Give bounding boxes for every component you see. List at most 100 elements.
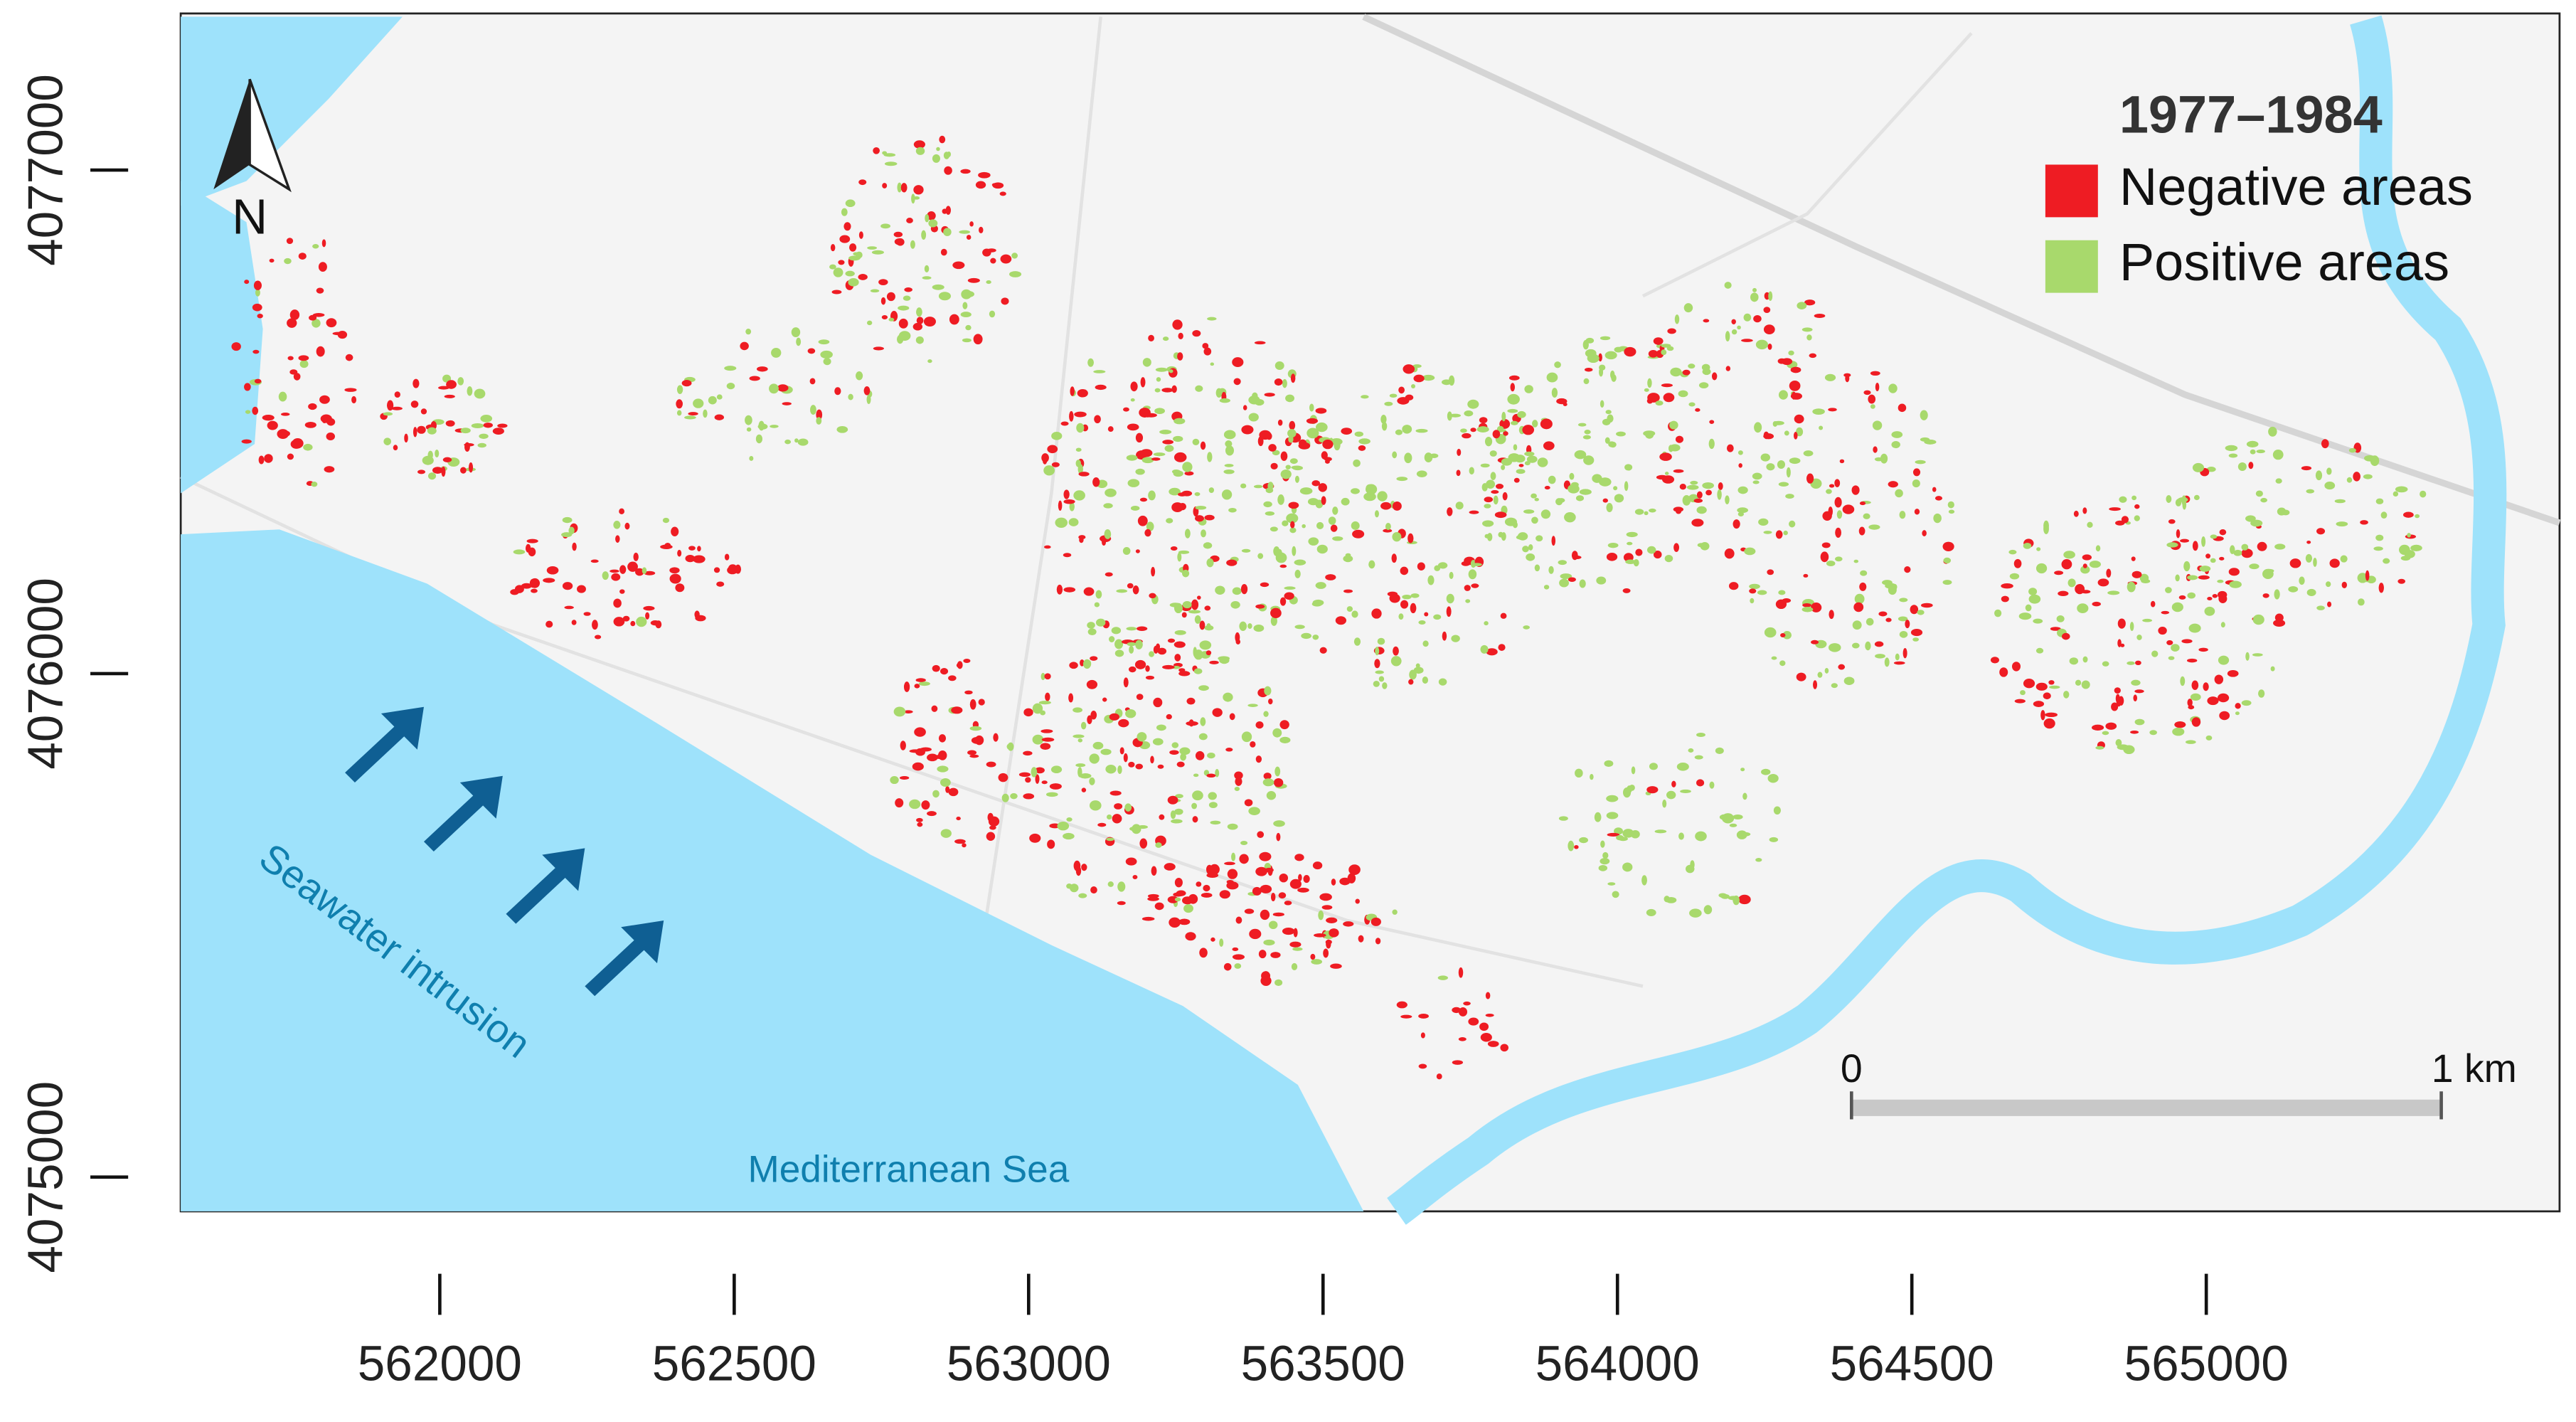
patch (932, 664, 940, 672)
arrow (345, 706, 424, 782)
patch (1134, 659, 1146, 669)
patch (1235, 777, 1242, 786)
patch (562, 516, 573, 524)
patch (1733, 895, 1740, 906)
patch (816, 409, 823, 420)
patch (2217, 693, 2230, 703)
patch (2306, 540, 2311, 544)
patch (2237, 462, 2247, 472)
patch (1902, 648, 1907, 659)
patch (681, 380, 692, 387)
patch (1040, 729, 1053, 733)
patch (1663, 393, 1675, 403)
patch (645, 612, 650, 620)
patch (1078, 893, 1087, 898)
patch (1544, 486, 1550, 490)
patch (457, 377, 464, 386)
patch (1274, 766, 1281, 777)
patch (1285, 465, 1291, 469)
patch (1225, 748, 1233, 752)
patch (1208, 802, 1218, 809)
patch (1316, 544, 1328, 554)
patch (1516, 469, 1526, 474)
patch (1921, 603, 1933, 608)
patch (1056, 584, 1063, 595)
patch (1135, 763, 1144, 770)
patch (1274, 378, 1283, 386)
patch (1206, 558, 1214, 568)
patch (1543, 441, 1555, 450)
patch (1465, 599, 1471, 603)
patch (940, 248, 947, 256)
patch (1069, 410, 1074, 422)
patch (526, 538, 538, 543)
patch (910, 240, 915, 249)
patch (1485, 1013, 1494, 1017)
patch (635, 568, 644, 576)
patch (1080, 721, 1087, 730)
patch (245, 410, 251, 414)
patch (1240, 583, 1248, 595)
patch (2217, 579, 2224, 583)
patch (1279, 873, 1288, 883)
patch (1843, 373, 1851, 378)
patch (1416, 470, 1427, 478)
patch (1123, 407, 1129, 412)
patch (1754, 422, 1762, 433)
patch (848, 278, 859, 287)
patch (2158, 626, 2167, 635)
patch (1144, 529, 1151, 537)
patch (1241, 425, 1254, 435)
patch (893, 706, 906, 717)
patch (1051, 432, 1063, 440)
patch (636, 616, 647, 627)
patch (613, 617, 625, 627)
patch (1294, 475, 1299, 483)
patch (1484, 497, 1494, 503)
patch (918, 681, 930, 686)
patch (1873, 446, 1878, 453)
patch (925, 213, 930, 223)
patch (417, 469, 426, 474)
patch (1094, 415, 1101, 424)
patch (1725, 366, 1731, 371)
patch (944, 166, 952, 175)
patch (724, 366, 737, 371)
patch (1398, 386, 1405, 394)
patch (986, 761, 996, 768)
patch (1137, 515, 1148, 526)
patch (2235, 703, 2241, 709)
patch (1095, 384, 1107, 391)
x-tick-label: 564000 (1536, 1336, 1700, 1391)
patch (1664, 555, 1673, 563)
patch (2274, 589, 2280, 600)
patch (442, 374, 452, 383)
patch (784, 439, 792, 445)
patch (2313, 557, 2317, 567)
patch (1606, 812, 1619, 819)
patch (1321, 496, 1326, 505)
patch (898, 318, 908, 329)
patch (1646, 908, 1656, 917)
patch (1456, 469, 1461, 477)
patch (1779, 660, 1786, 667)
patch (1625, 559, 1636, 564)
patch (1548, 566, 1554, 574)
patch (2045, 712, 2058, 718)
patch (1744, 547, 1756, 556)
patch (1178, 918, 1191, 925)
patch (257, 313, 263, 319)
patch (2228, 568, 2240, 576)
patch (903, 710, 913, 713)
legend-title: 1977–1984 (2119, 85, 2383, 144)
patch (1289, 527, 1297, 534)
patch (897, 182, 902, 193)
patch (1223, 962, 1232, 971)
patch (1117, 901, 1126, 906)
patch (1602, 851, 1609, 859)
patch (2229, 580, 2242, 588)
patch (922, 276, 932, 280)
patch (2348, 447, 2356, 453)
patch (2142, 618, 2153, 622)
patch (1345, 553, 1351, 557)
